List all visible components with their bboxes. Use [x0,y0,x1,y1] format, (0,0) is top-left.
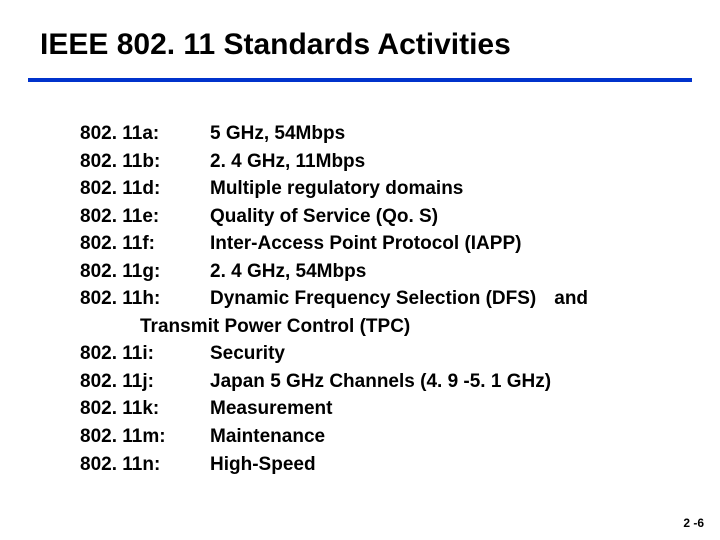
item-label: 802. 11n: [80,451,210,479]
item-desc: Maintenance [210,426,325,447]
item-label: 802. 11g: [80,258,210,286]
list-item: 802. 11h:Dynamic Frequency Selection (DF… [80,285,660,340]
list-item: 802. 11m:Maintenance [80,423,660,451]
list-item: 802. 11n:High-Speed [80,451,660,479]
item-tail: and [554,288,588,309]
list-item: 802. 11j:Japan 5 GHz Channels (4. 9 -5. … [80,368,660,396]
item-label: 802. 11a: [80,120,210,148]
list-item: 802. 11a:5 GHz, 54Mbps [80,120,660,148]
item-label: 802. 11k: [80,395,210,423]
list-item: 802. 11k:Measurement [80,395,660,423]
item-desc: Japan 5 GHz Channels (4. 9 -5. 1 GHz) [210,371,551,392]
list-item: 802. 11g:2. 4 GHz, 54Mbps [80,258,660,286]
item-desc: 5 GHz, 54Mbps [210,123,345,144]
item-label: 802. 11d: [80,175,210,203]
item-continuation: Transmit Power Control (TPC) [80,313,660,341]
item-desc: High-Speed [210,454,316,475]
item-desc: 2. 4 GHz, 11Mbps [210,151,365,172]
page-number: 2 -6 [683,516,704,530]
item-desc: Multiple regulatory domains [210,178,463,199]
item-desc: Inter-Access Point Protocol (IAPP) [210,233,521,254]
item-label: 802. 11b: [80,148,210,176]
list-item: 802. 11i:Security [80,340,660,368]
slide: IEEE 802. 11 Standards Activities 802. 1… [0,0,720,540]
list-item: 802. 11e:Quality of Service (Qo. S) [80,203,660,231]
item-label: 802. 11i: [80,340,210,368]
slide-title: IEEE 802. 11 Standards Activities [40,28,511,62]
item-label: 802. 11e: [80,203,210,231]
list-item: 802. 11d:Multiple regulatory domains [80,175,660,203]
item-label: 802. 11f: [80,230,210,258]
item-desc: 2. 4 GHz, 54Mbps [210,261,366,282]
title-underline [28,78,692,82]
item-label: 802. 11m: [80,423,210,451]
standards-list: 802. 11a:5 GHz, 54Mbps 802. 11b:2. 4 GHz… [80,120,660,478]
list-item: 802. 11b:2. 4 GHz, 11Mbps [80,148,660,176]
item-label: 802. 11h: [80,285,210,313]
item-label: 802. 11j: [80,368,210,396]
item-desc: Quality of Service (Qo. S) [210,206,438,227]
list-item: 802. 11f:Inter-Access Point Protocol (IA… [80,230,660,258]
item-desc: Measurement [210,398,333,419]
item-desc: Security [210,343,285,364]
item-desc: Dynamic Frequency Selection (DFS) [210,288,536,309]
